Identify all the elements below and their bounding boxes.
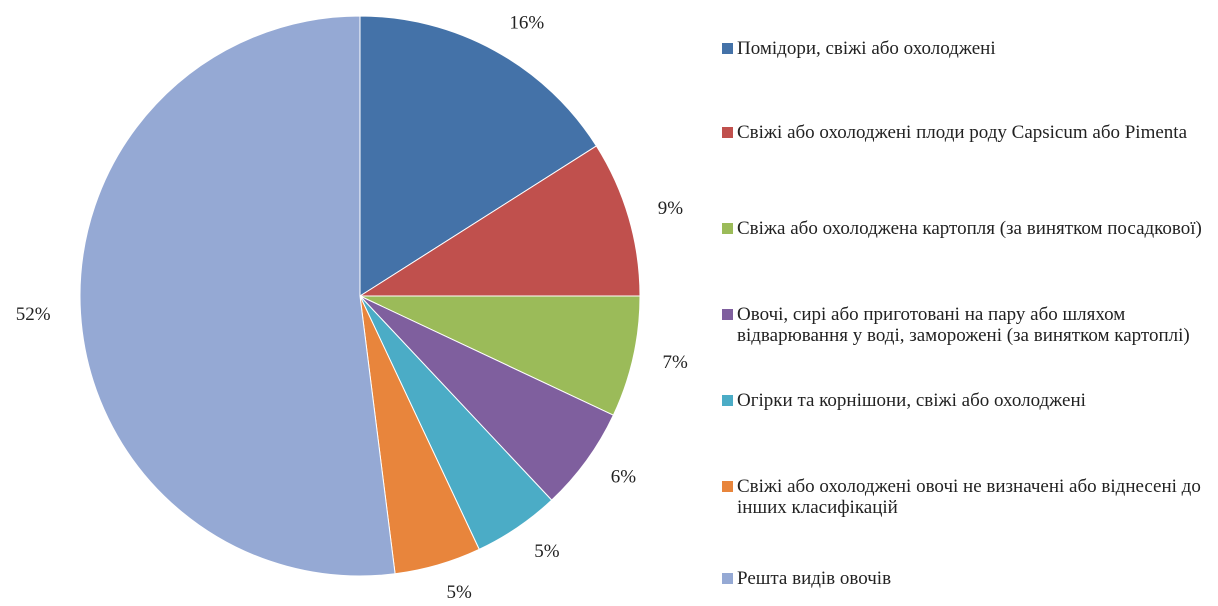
legend-label: Решта видів овочів [737,568,892,589]
legend-item: Свіжі або охолоджені овочі не визначені … [722,476,1214,518]
pie-slice [359,295,641,416]
pie-slice [79,15,396,577]
pie-slice [358,145,641,297]
legend-item: Свіжі або охолоджені плоди роду Capsicum… [722,122,1214,143]
legend-swatch [722,573,733,584]
legend-swatch [722,481,733,492]
data-label: 7% [663,352,689,373]
pie-slice [359,15,598,297]
legend-item: Овочі, сирі або приготовані на пару або … [722,304,1214,346]
legend-label: Помідори, свіжі або охолоджені [737,38,996,59]
data-label: 52% [16,304,51,325]
legend-label: Овочі, сирі або приготовані на пару або … [737,304,1190,346]
legend-label: Свіжа або охолоджена картопля (за винятк… [737,218,1202,239]
legend-label: Свіжі або охолоджені плоди роду Capsicum… [737,122,1188,143]
data-label: 16% [509,13,544,34]
legend-label: Свіжі або охолоджені овочі не визначені … [737,476,1201,518]
legend-swatch [722,223,733,234]
legend-item: Помідори, свіжі або охолоджені [722,38,1214,59]
data-label: 5% [446,582,472,603]
legend-item: Свіжа або охолоджена картопля (за винятк… [722,218,1214,239]
legend-item: Огірки та корнішони, свіжі або охолоджен… [722,390,1214,411]
data-label: 9% [658,198,684,219]
legend-swatch [722,43,733,54]
legend-label: Огірки та корнішони, свіжі або охолоджен… [737,390,1086,411]
legend-item: Решта видів овочів [722,568,1214,589]
data-label: 5% [534,541,560,562]
legend-swatch [722,395,733,406]
data-label: 6% [611,467,637,488]
legend-swatch [722,127,733,138]
legend-swatch [722,309,733,320]
